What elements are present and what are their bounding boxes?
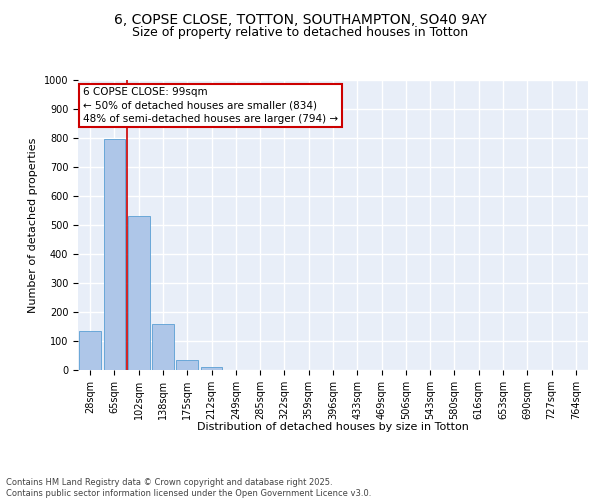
- X-axis label: Distribution of detached houses by size in Totton: Distribution of detached houses by size …: [197, 422, 469, 432]
- Text: 6 COPSE CLOSE: 99sqm
← 50% of detached houses are smaller (834)
48% of semi-deta: 6 COPSE CLOSE: 99sqm ← 50% of detached h…: [83, 87, 338, 124]
- Text: Size of property relative to detached houses in Totton: Size of property relative to detached ho…: [132, 26, 468, 39]
- Bar: [79, 331, 101, 370]
- Text: Contains HM Land Registry data © Crown copyright and database right 2025.
Contai: Contains HM Land Registry data © Crown c…: [6, 478, 371, 498]
- Y-axis label: Number of detached properties: Number of detached properties: [28, 138, 38, 312]
- Bar: [152, 324, 174, 370]
- Text: 6, COPSE CLOSE, TOTTON, SOUTHAMPTON, SO40 9AY: 6, COPSE CLOSE, TOTTON, SOUTHAMPTON, SO4…: [113, 12, 487, 26]
- Bar: [176, 360, 198, 370]
- Bar: [104, 140, 125, 370]
- Bar: [200, 367, 223, 370]
- Bar: [128, 216, 149, 370]
